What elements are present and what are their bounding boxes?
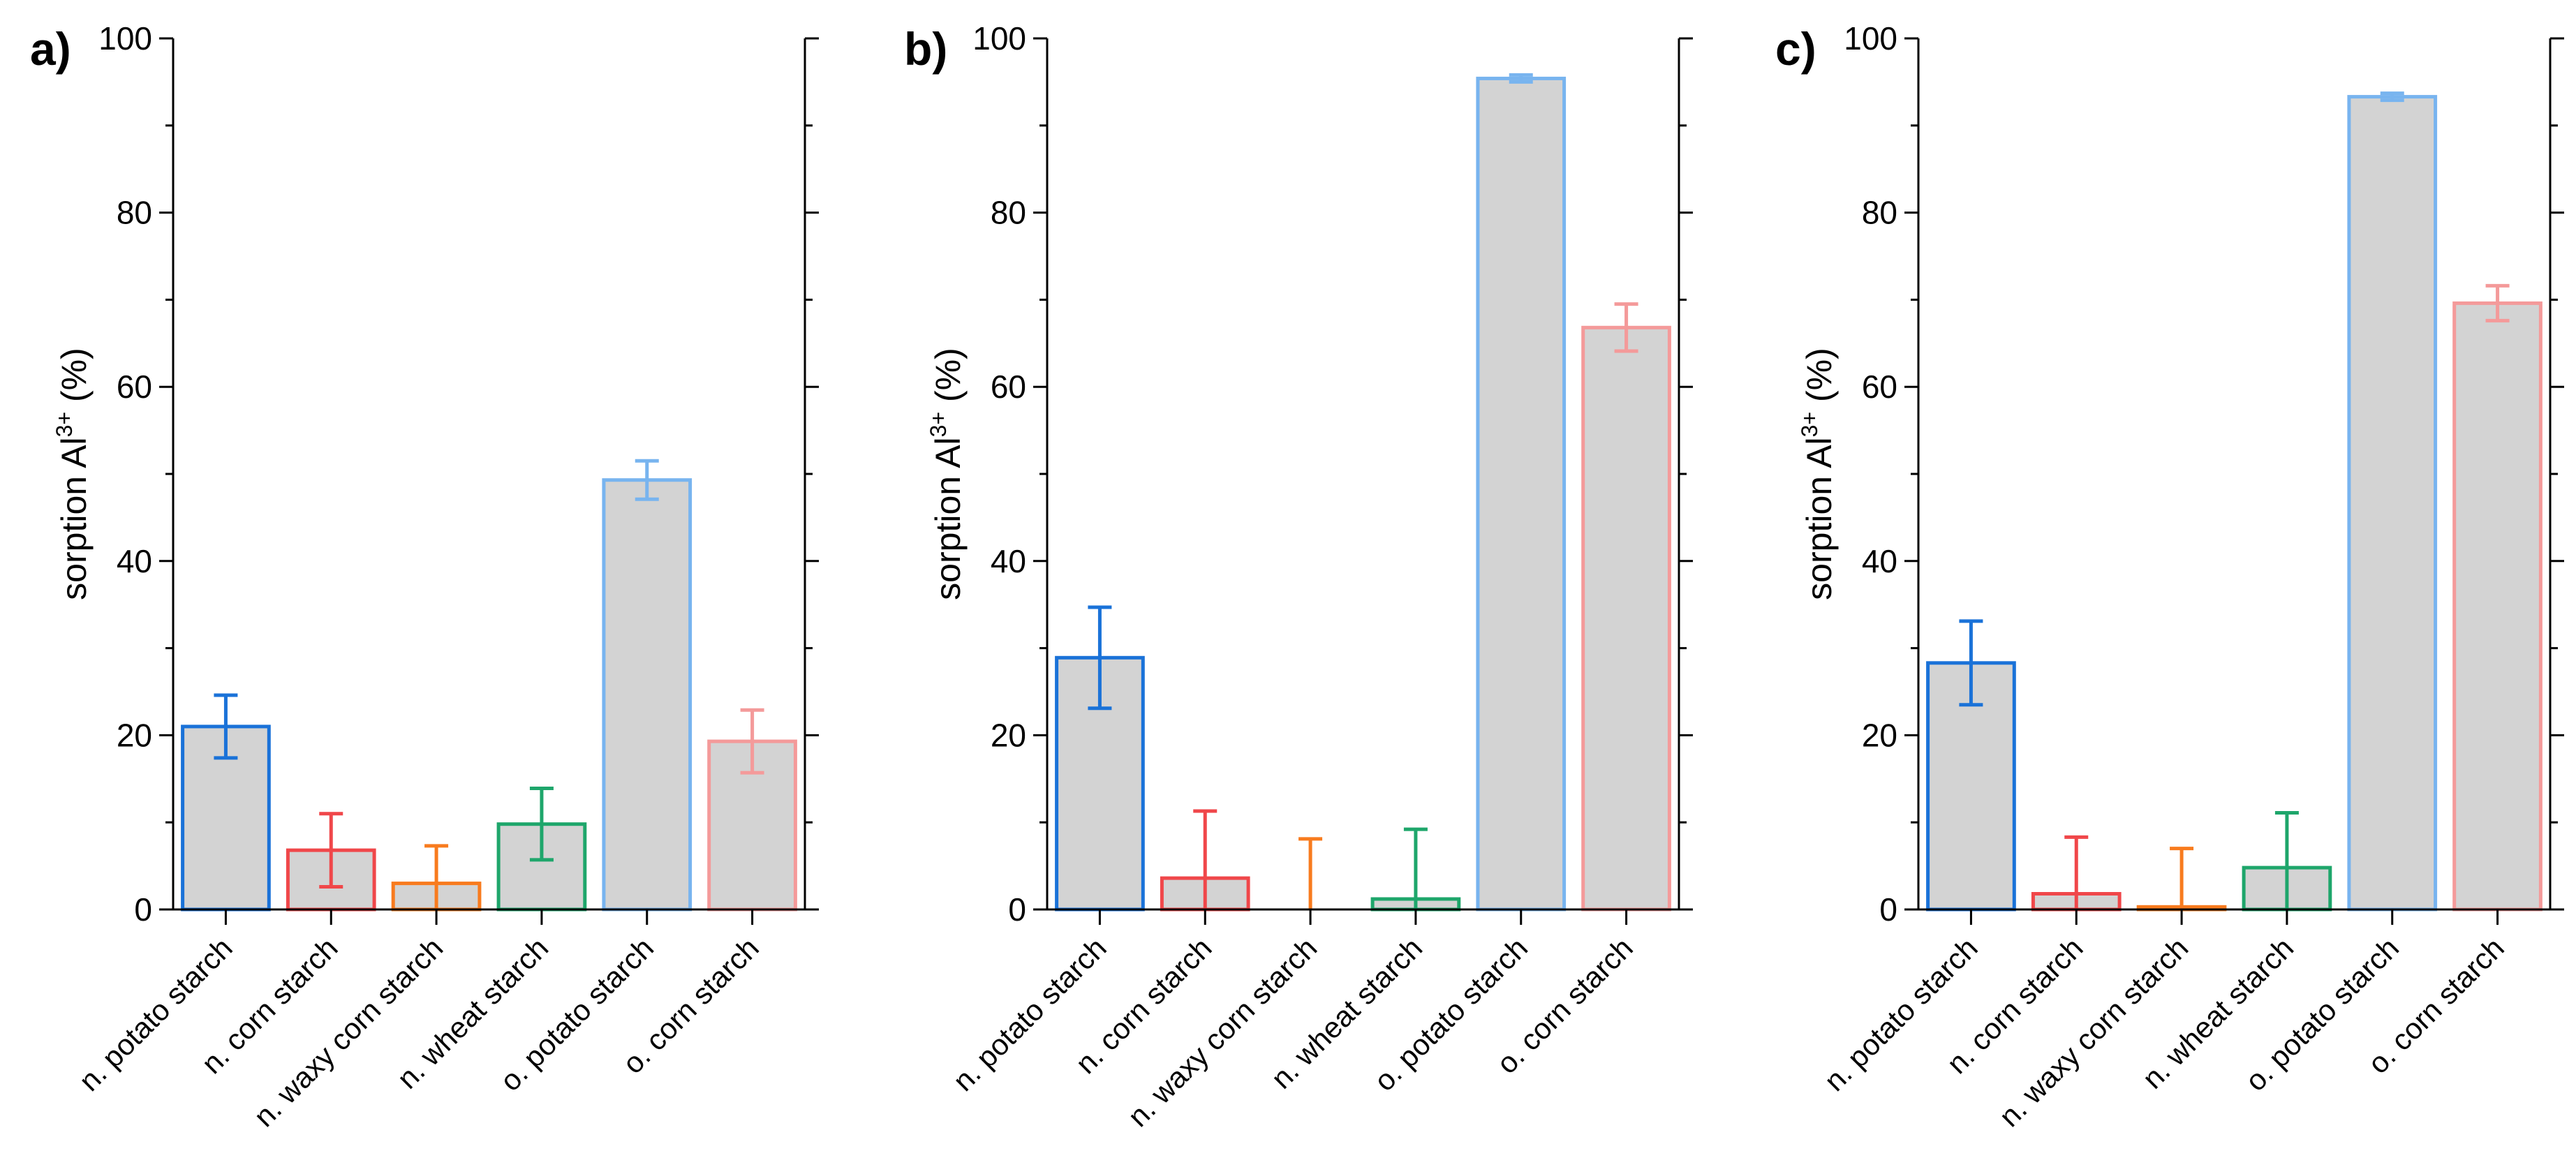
y-tick-label: 80 — [1862, 195, 1897, 231]
category-label: n. waxy corn starch — [1121, 931, 1323, 1133]
y-axis-label-suffix: (%) — [54, 348, 94, 412]
y-tick-label: 0 — [1008, 891, 1026, 928]
bar — [1476, 76, 1567, 912]
y-axis-label-prefix: sorption Al — [928, 437, 968, 600]
y-axis-label: sorption Al3+ (%) — [1797, 348, 1839, 600]
bar — [602, 478, 693, 912]
y-axis-label-suffix: (%) — [1800, 348, 1839, 412]
y-tick-label: 60 — [991, 369, 1026, 405]
y-tick-label: 60 — [1862, 369, 1897, 405]
y-tick-label: 0 — [1879, 891, 1897, 928]
y-tick-label: 80 — [991, 195, 1026, 231]
y-tick-label: 60 — [117, 369, 152, 405]
y-axis-label-suffix: (%) — [928, 348, 968, 412]
y-axis-label: sorption Al3+ (%) — [52, 348, 94, 600]
bar — [2452, 301, 2542, 912]
y-tick-label: 80 — [117, 195, 152, 231]
panel-label: a) — [30, 23, 71, 75]
y-tick-label: 100 — [98, 20, 152, 57]
y-tick-label: 20 — [117, 717, 152, 753]
category-label: n. waxy corn starch — [247, 931, 449, 1133]
bar — [1581, 325, 1671, 912]
y-axis-label-prefix: sorption Al — [1800, 437, 1839, 600]
y-tick-label: 0 — [134, 891, 152, 928]
y-axis-label-superscript: 3+ — [52, 412, 77, 437]
panel-label: b) — [904, 23, 947, 75]
y-axis-label: sorption Al3+ (%) — [926, 348, 968, 600]
panel-label: c) — [1775, 23, 1816, 75]
y-tick-label: 100 — [972, 20, 1026, 57]
bar — [2347, 95, 2438, 912]
y-axis-label-superscript: 3+ — [1797, 412, 1822, 437]
y-tick-label: 40 — [991, 543, 1026, 579]
y-tick-label: 20 — [991, 717, 1026, 753]
y-axis-label-prefix: sorption Al — [54, 437, 94, 600]
y-tick-label: 40 — [1862, 543, 1897, 579]
y-axis-label-superscript: 3+ — [926, 412, 951, 437]
category-label: n. waxy corn starch — [1992, 931, 2194, 1133]
y-tick-label: 20 — [1862, 717, 1897, 753]
y-tick-label: 40 — [117, 543, 152, 579]
y-tick-label: 100 — [1844, 20, 1897, 57]
